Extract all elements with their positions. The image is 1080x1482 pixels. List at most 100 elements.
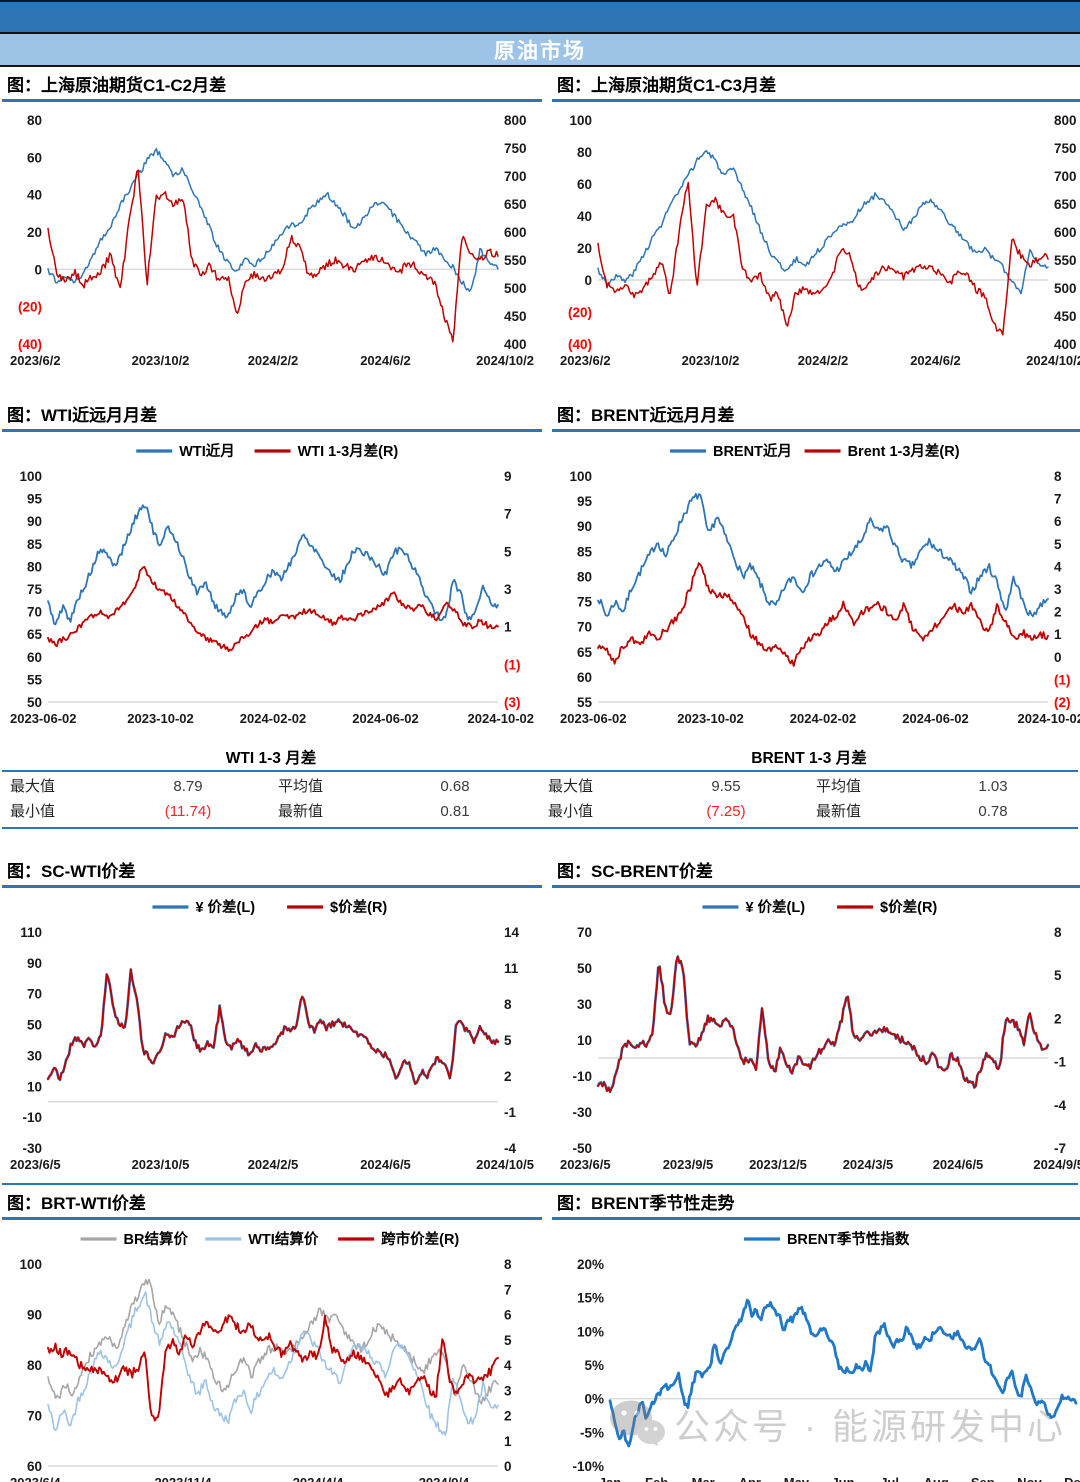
svg-text:¥ 价差(L): ¥ 价差(L) bbox=[745, 898, 805, 916]
svg-text:(1): (1) bbox=[1054, 672, 1071, 687]
svg-text:450: 450 bbox=[504, 309, 527, 324]
svg-text:2024/3/5: 2024/3/5 bbox=[843, 1157, 894, 1172]
svg-text:700: 700 bbox=[504, 169, 527, 184]
chart-cell: 图：BRENT近远月月差 100 95 90 85 80 75 70 65 60 55 8 7 6 5 4 3… bbox=[552, 397, 1080, 737]
svg-text:5: 5 bbox=[504, 544, 512, 559]
svg-text:4: 4 bbox=[1054, 559, 1062, 574]
svg-text:2024/2/2: 2024/2/2 bbox=[798, 353, 849, 368]
svg-text:75: 75 bbox=[577, 595, 593, 610]
top-bar bbox=[0, 0, 1080, 34]
stat-value-negative: (7.25) bbox=[706, 803, 746, 820]
chart-title-brt-wti: 图：BRT-WTI价差 bbox=[2, 1185, 542, 1220]
svg-text:60: 60 bbox=[27, 650, 42, 665]
svg-text:650: 650 bbox=[504, 197, 527, 212]
svg-text:2024/4/4: 2024/4/4 bbox=[293, 1475, 344, 1482]
chart-cell: 图：SC-BRENT价差 70 50 30 10 -10 -30 -50 8 5 2 -1 -4 -7 2… bbox=[552, 853, 1080, 1183]
svg-text:8: 8 bbox=[1054, 925, 1062, 940]
svg-text:400: 400 bbox=[504, 337, 527, 352]
svg-text:3: 3 bbox=[504, 1383, 512, 1398]
charts-row-1: 图：上海原油期货C1-C2月差 80 60 40 20 0 (20) (40) 800 750 7… bbox=[0, 67, 1080, 379]
chart-cell: 图：上海原油期货C1-C2月差 80 60 40 20 0 (20) (40) 800 750 7… bbox=[2, 67, 542, 379]
svg-text:5: 5 bbox=[504, 1033, 512, 1048]
svg-text:2023/12/5: 2023/12/5 bbox=[749, 1157, 807, 1172]
stats-table: WTI 1-3 月差 BRENT 1-3 月差 最大值 8.79 平均值 0.6… bbox=[2, 743, 1078, 829]
chart-title-sc-wti: 图：SC-WTI价差 bbox=[2, 853, 542, 888]
svg-text:85: 85 bbox=[577, 544, 593, 559]
svg-text:2023/6/4: 2023/6/4 bbox=[10, 1475, 61, 1482]
svg-text:65: 65 bbox=[577, 645, 593, 660]
svg-text:650: 650 bbox=[1054, 197, 1077, 212]
svg-text:Aug: Aug bbox=[924, 1475, 949, 1482]
charts-row-4: 图：BRT-WTI价差 100 90 80 70 60 8 7 6 5 4 3 2 1 0 2023/6/4… bbox=[0, 1185, 1080, 1482]
svg-text:8: 8 bbox=[1054, 469, 1062, 484]
svg-text:600: 600 bbox=[504, 225, 527, 240]
svg-text:2023-10-02: 2023-10-02 bbox=[127, 711, 194, 726]
svg-text:Dec: Dec bbox=[1064, 1475, 1080, 1482]
svg-text:550: 550 bbox=[504, 253, 527, 268]
svg-text:2023/9/5: 2023/9/5 bbox=[663, 1157, 714, 1172]
chart-title-sc-c1c3: 图：上海原油期货C1-C3月差 bbox=[552, 67, 1080, 102]
svg-text:110: 110 bbox=[20, 925, 42, 940]
stat-value-negative: (11.74) bbox=[164, 803, 212, 820]
svg-text:-10: -10 bbox=[22, 1110, 42, 1125]
svg-text:10: 10 bbox=[27, 1079, 42, 1094]
svg-text:8: 8 bbox=[504, 1257, 512, 1272]
svg-text:May: May bbox=[784, 1475, 810, 1482]
svg-text:2: 2 bbox=[504, 1409, 512, 1424]
chart-brent-spread: 100 95 90 85 80 75 70 65 60 55 8 7 6 5 4 3 2 1 0 (1) (2) 2023… bbox=[552, 432, 1080, 737]
stats-header-wti: WTI 1-3 月差 bbox=[225, 750, 317, 767]
chart-cell: 图：BRENT季节性走势 20% 15% 10% 5% 0% -5% -10%Jan Feb M… bbox=[552, 1185, 1080, 1482]
svg-text:60: 60 bbox=[577, 670, 592, 685]
svg-text:-1: -1 bbox=[1054, 1055, 1066, 1070]
svg-text:-30: -30 bbox=[572, 1105, 592, 1120]
stat-label: 最大值 bbox=[10, 778, 56, 795]
svg-text:7: 7 bbox=[504, 507, 512, 522]
stat-value: 9.55 bbox=[711, 778, 741, 795]
svg-text:2023/10/2: 2023/10/2 bbox=[132, 353, 190, 368]
svg-text:Jan: Jan bbox=[599, 1475, 621, 1482]
svg-text:0: 0 bbox=[504, 1459, 512, 1474]
svg-text:(20): (20) bbox=[568, 305, 592, 320]
svg-text:750: 750 bbox=[504, 141, 527, 156]
svg-text:2023/11/4: 2023/11/4 bbox=[154, 1475, 212, 1482]
svg-text:9: 9 bbox=[504, 469, 512, 484]
svg-text:70: 70 bbox=[577, 925, 592, 940]
svg-text:跨市价差(R): 跨市价差(R) bbox=[381, 1230, 459, 1248]
svg-text:BRENT季节性指数: BRENT季节性指数 bbox=[787, 1230, 910, 1248]
svg-text:2024-10-02: 2024-10-02 bbox=[1018, 711, 1080, 726]
svg-text:2023-10-02: 2023-10-02 bbox=[677, 711, 744, 726]
svg-text:400: 400 bbox=[1054, 337, 1077, 352]
svg-text:5: 5 bbox=[1054, 968, 1062, 983]
svg-text:70: 70 bbox=[27, 987, 42, 1002]
svg-text:2024/2/2: 2024/2/2 bbox=[248, 353, 299, 368]
stat-label: 最新值 bbox=[278, 803, 324, 820]
svg-text:2024/6/2: 2024/6/2 bbox=[910, 353, 961, 368]
svg-text:-4: -4 bbox=[1054, 1098, 1066, 1113]
svg-text:-5%: -5% bbox=[580, 1425, 604, 1440]
svg-text:11: 11 bbox=[504, 961, 519, 976]
svg-text:7: 7 bbox=[504, 1282, 512, 1297]
svg-text:65: 65 bbox=[27, 627, 43, 642]
svg-text:75: 75 bbox=[27, 582, 43, 597]
svg-text:85: 85 bbox=[27, 537, 43, 552]
svg-text:2024/6/5: 2024/6/5 bbox=[933, 1157, 984, 1172]
svg-text:2023/10/5: 2023/10/5 bbox=[132, 1157, 190, 1172]
chart-title-wti-spread: 图：WTI近远月月差 bbox=[2, 397, 542, 432]
svg-text:55: 55 bbox=[27, 672, 43, 687]
svg-text:100: 100 bbox=[19, 1257, 42, 1272]
svg-text:$价差(R): $价差(R) bbox=[880, 898, 937, 916]
chart-cell: 图：BRT-WTI价差 100 90 80 70 60 8 7 6 5 4 3 2 1 0 2023/6/4… bbox=[2, 1185, 542, 1482]
svg-text:100: 100 bbox=[569, 113, 592, 128]
chart-cell: 图：SC-WTI价差 110 90 70 50 30 10 -10 -30 14 11 8 5 2 -1 -… bbox=[2, 853, 542, 1183]
stats-table-body: 最大值 8.79 平均值 0.68 最大值 9.55 平均值 1.03 最小值 … bbox=[2, 772, 1078, 829]
svg-text:2023/6/5: 2023/6/5 bbox=[10, 1157, 61, 1172]
svg-text:30: 30 bbox=[577, 997, 592, 1012]
svg-text:450: 450 bbox=[1054, 309, 1077, 324]
svg-text:700: 700 bbox=[1054, 169, 1077, 184]
svg-text:Jun: Jun bbox=[831, 1475, 854, 1482]
svg-text:(2): (2) bbox=[1054, 695, 1071, 710]
charts-row-3: 图：SC-WTI价差 110 90 70 50 30 10 -10 -30 14 11 8 5 2 -1 -… bbox=[0, 853, 1080, 1183]
stat-value: 0.78 bbox=[978, 803, 1008, 820]
svg-text:Sep: Sep bbox=[971, 1475, 995, 1482]
